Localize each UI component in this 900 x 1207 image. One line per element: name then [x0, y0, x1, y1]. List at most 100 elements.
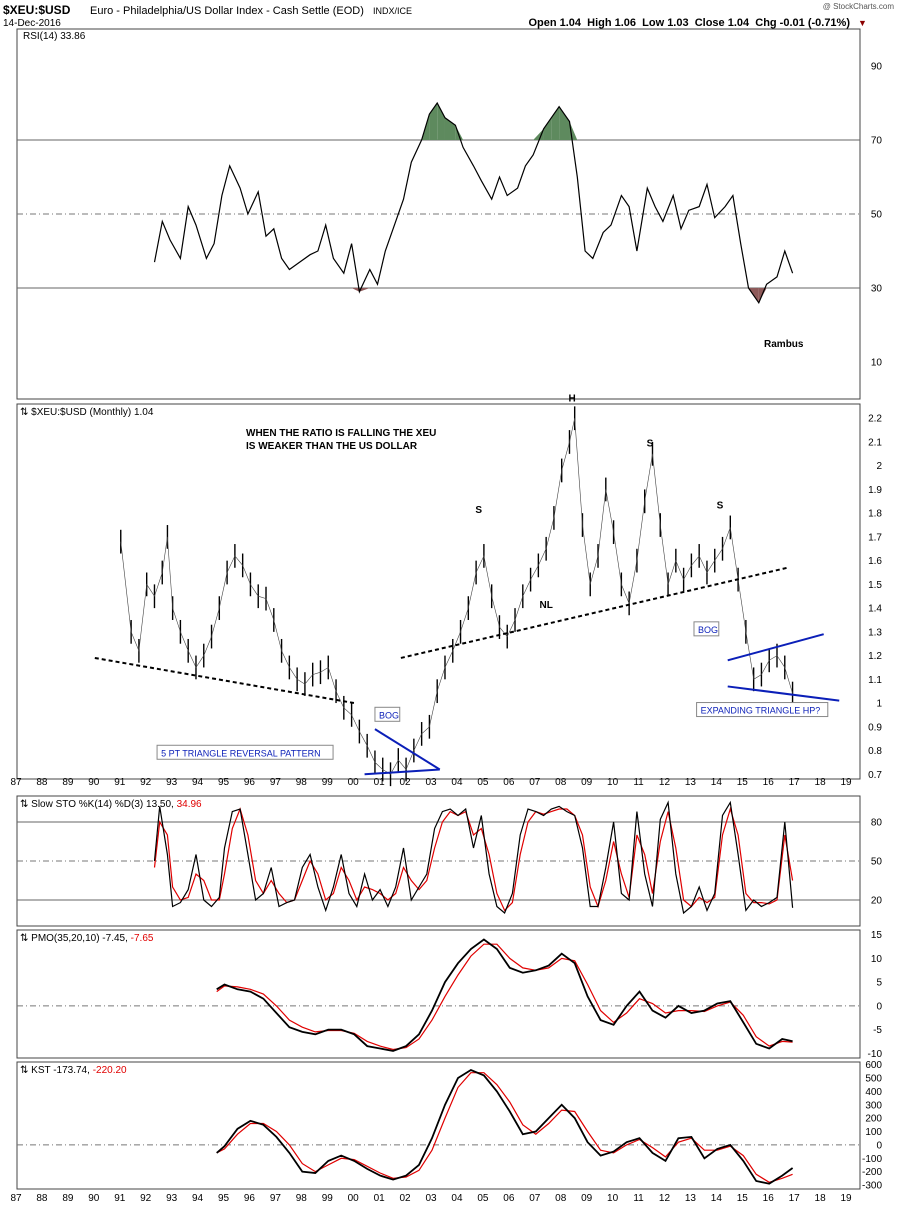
- price-y-tick: 1.5: [868, 580, 882, 591]
- sto-panel: 80 50 20 ⇅ Slow STO %K(14) %D(3) 13.50, 34.…: [16, 795, 883, 927]
- chart-date: 14-Dec-2016: [3, 18, 61, 29]
- x-axis-label: 02: [400, 777, 412, 788]
- price-y-tick: 1.9: [868, 485, 882, 496]
- price-pattern-label: H: [568, 394, 575, 405]
- x-axis-label: 90: [88, 777, 100, 788]
- sto-d-line: [153, 806, 794, 912]
- x-axis-label: 13: [685, 777, 697, 788]
- rsi-overbought-fill: [551, 106, 560, 140]
- price-annotation-text: BOG: [379, 710, 399, 720]
- chart-exchange: INDX/ICE: [373, 6, 412, 16]
- price-annotation-box: [693, 621, 720, 637]
- kst-signal-line: [216, 1072, 793, 1183]
- x-axis-label: 96: [244, 1193, 256, 1204]
- rsi-annotation: Rambus: [764, 339, 804, 350]
- x-axis-label: 01: [374, 777, 386, 788]
- x-axis-label: 14: [711, 777, 723, 788]
- price-panel: 2.2 2.1 2 1.9 1.8 1.7 1.6 1.5 1.4 1.3 1.2 1.1 1 0.9 0.…: [16, 394, 882, 787]
- quote-line: Open 1.04 High 1.06 Low 1.03 Close 1.04 …: [528, 17, 850, 29]
- x-axis-label: 11: [633, 777, 644, 788]
- price-y-tick: 1.2: [868, 651, 882, 662]
- sto-y-tick: 50: [871, 857, 883, 868]
- price-annotation-box: [696, 702, 829, 718]
- x-axis-label: 02: [400, 1193, 412, 1204]
- rsi-label: RSI(14) 33.86: [23, 31, 86, 42]
- price-annotation-box: [156, 744, 334, 760]
- x-axis-label: 89: [62, 1193, 74, 1204]
- pmo-label: ⇅ PMO(35,20,10) -7.45, -7.65: [20, 933, 154, 944]
- rsi-overbought-fill: [437, 103, 445, 140]
- price-y-tick: 1.3: [868, 627, 882, 638]
- x-axis-label: 87: [10, 1193, 22, 1204]
- kst-y-tick: 100: [865, 1127, 882, 1138]
- price-y-tick: 1.6: [868, 556, 882, 567]
- price-pattern-label: S: [475, 505, 482, 516]
- price-y-tick: 2.2: [868, 414, 882, 425]
- x-axis-label: 05: [477, 1193, 489, 1204]
- price-trendline: [400, 566, 788, 659]
- rsi-y-tick: 30: [871, 284, 883, 295]
- x-axis-label: 03: [425, 1193, 437, 1204]
- x-axis-label: 07: [529, 1193, 541, 1204]
- x-axis-label: 08: [555, 1193, 567, 1204]
- x-axis-label: 96: [244, 777, 256, 788]
- x-axis-label: 09: [581, 1193, 593, 1204]
- price-note-line: IS WEAKER THAN THE US DOLLAR: [246, 441, 418, 452]
- x-axis-label: 16: [763, 777, 775, 788]
- x-axis-label: 88: [36, 1193, 48, 1204]
- kst-y-tick: 300: [865, 1100, 882, 1111]
- kst-y-tick: -200: [862, 1167, 882, 1178]
- rsi-y-tick: 10: [871, 358, 883, 369]
- sto-label-signal: 34.96: [177, 799, 202, 810]
- x-axis-label: 94: [192, 1193, 204, 1204]
- x-axis-label: 95: [218, 1193, 230, 1204]
- kst-label-main: ⇅ KST -173.74,: [20, 1065, 93, 1076]
- pmo-label-main: ⇅ PMO(35,20,10) -7.45,: [20, 933, 131, 944]
- pmo-y-tick: 0: [876, 1001, 882, 1012]
- sto-y-tick: 80: [871, 818, 883, 829]
- quote-dropdown-icon[interactable]: ▼: [858, 18, 867, 28]
- watermark: @ StockCharts.com: [823, 2, 895, 11]
- chart-name-text: Euro - Philadelphia/US Dollar Index - Ca…: [90, 5, 364, 17]
- x-axis-label: 93: [166, 777, 178, 788]
- price-note-line: WHEN THE RATIO IS FALLING THE XEU: [246, 428, 436, 439]
- x-axis-label: 01: [374, 1193, 386, 1204]
- price-y-tick: 1.1: [868, 675, 882, 686]
- price-line: [120, 418, 793, 775]
- price-pattern-label: S: [717, 500, 724, 511]
- price-annotation-text: EXPANDING TRIANGLE HP?: [701, 706, 821, 716]
- rsi-overbought-fill: [543, 117, 552, 140]
- rsi-overbought-fill: [559, 106, 570, 140]
- x-axis-label: 88: [36, 777, 48, 788]
- x-axis-label: 95: [218, 777, 230, 788]
- price-trendline: [364, 768, 440, 776]
- price-y-tick: 1.4: [868, 604, 882, 615]
- kst-y-tick: 400: [865, 1087, 882, 1098]
- x-axis-label: 90: [88, 1193, 100, 1204]
- x-axis-label: 92: [140, 1193, 152, 1204]
- x-axis-label: 93: [166, 1193, 178, 1204]
- pmo-y-tick: 5: [876, 978, 882, 989]
- x-axis-label: 17: [789, 1193, 801, 1204]
- pmo-y-tick: -10: [868, 1049, 883, 1060]
- x-axis-label: 14: [711, 1193, 723, 1204]
- rsi-oversold-fill: [359, 288, 370, 292]
- x-axis-label: 07: [529, 777, 541, 788]
- x-axis-label: 03: [425, 777, 437, 788]
- chart-symbol: $XEU:$USD: [3, 3, 71, 17]
- x-axis-label: 16: [763, 1193, 775, 1204]
- pmo-frame: [16, 929, 861, 1059]
- pmo-panel: 15 10 5 0 -5 -10 ⇅ PMO(35,20,10) -7.45, -7.65: [16, 929, 883, 1060]
- price-pattern-label: S: [647, 439, 654, 450]
- rsi-line: [153, 101, 794, 305]
- price-y-tick: 0.7: [868, 770, 882, 781]
- x-axis-label: 15: [737, 1193, 749, 1204]
- x-axis-label: 99: [322, 777, 334, 788]
- x-axis-label: 94: [192, 777, 204, 788]
- kst-y-tick: -300: [862, 1180, 882, 1191]
- sto-label-main: ⇅ Slow STO %K(14) %D(3) 13.50,: [20, 799, 177, 810]
- chart-name: Euro - Philadelphia/US Dollar Index - Ca…: [90, 5, 412, 17]
- kst-y-tick: 0: [876, 1140, 882, 1151]
- x-axis-label: 91: [114, 1193, 126, 1204]
